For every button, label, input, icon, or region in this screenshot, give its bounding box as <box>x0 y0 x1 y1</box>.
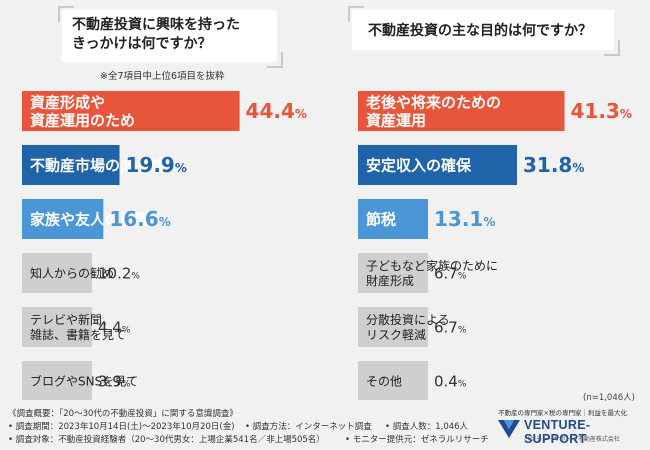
bar-1-0 <box>358 91 565 131</box>
logo-name: VENTURE-SUPPORT <box>524 418 591 446</box>
survey-period: • 調査期間：2023年10月14日(土)～2023年10月20日(金) <box>8 422 235 432</box>
bar-charts: 資産形成や資産運用のため 44.4%不動産市場の成長性19.9%家族や友人の影響1… <box>22 91 632 400</box>
left-question-corner-tl <box>58 6 74 22</box>
survey-provider: • モニター提供元：ゼネラルリサーチ <box>345 435 489 445</box>
right-question-box <box>352 10 614 50</box>
left-question-box <box>62 10 277 62</box>
category-label-0-5: ブログやSNSを見て <box>30 373 138 388</box>
right-question-corner-tl <box>348 6 364 22</box>
bar-1-5 <box>358 361 428 400</box>
value-label-0-4: 4.4% <box>98 318 131 336</box>
value-label-1-3: 6.7% <box>434 264 467 282</box>
logo-subtitle: ベンチャーサポート不動産株式会社 <box>524 436 620 443</box>
survey-count: • 調査人数：1,046人 <box>385 422 469 432</box>
survey-method: • 調査方法：インターネット調査 <box>245 422 372 432</box>
bar-1-2 <box>358 199 428 239</box>
category-label-1-1: 安定収入の確保 <box>366 156 472 174</box>
bar-1-4 <box>358 307 428 347</box>
bar-1-1 <box>358 145 517 185</box>
bar-1-3 <box>358 253 428 293</box>
sample-size: (n=1,046人) <box>583 393 635 403</box>
bar-0-3 <box>22 253 92 293</box>
value-label-1-4: 6.7% <box>434 318 467 336</box>
bar-0-4 <box>22 307 92 347</box>
venture-support-logo-icon <box>498 420 520 438</box>
survey-target: • 調査対象：不動産投資経験者（20～30代男女：上場企業541名／非上場505… <box>8 435 325 445</box>
category-label-1-2: 節税 <box>366 210 396 228</box>
category-label-1-3: 子どもなど家族のために財産形成 <box>366 258 498 288</box>
value-label-1-1: 31.8% <box>523 153 584 177</box>
bar-0-0 <box>22 91 240 131</box>
right-question-title: 不動産投資の主な目的は何ですか？ <box>368 23 592 39</box>
value-label-0-3: 10.2% <box>98 264 140 282</box>
bar-0-5 <box>22 361 92 400</box>
right-question-corner-br <box>604 40 620 56</box>
category-label-0-3: 知人からの勧め <box>30 266 114 280</box>
left-question-corner-br <box>267 52 283 68</box>
bar-0-1 <box>22 145 120 185</box>
value-label-1-2: 13.1% <box>434 207 495 231</box>
left-chart-note: ※全7項目中上位6項目を抜粋 <box>100 71 225 82</box>
value-label-0-1: 19.9% <box>126 153 187 177</box>
value-label-0-2: 16.6% <box>109 207 170 231</box>
value-label-1-0: 41.3% <box>571 99 632 123</box>
value-label-0-5: 3.9% <box>98 372 131 390</box>
category-label-0-2: 家族や友人の影響 <box>30 210 150 228</box>
value-label-1-5: 0.4% <box>434 372 467 390</box>
left-question-title: 不動産投資に興味を持った きっかけは何ですか？ <box>72 17 240 52</box>
survey-overview-title: 《調査概要：「20～30代の不動産投資」に関する意識調査》 <box>8 409 238 419</box>
category-label-1-0: 老後や将来のための資産運用 <box>365 93 501 129</box>
logo-tagline: 不動産の専門家×税の専門家｜利益を最大化 <box>498 409 627 417</box>
category-label-0-0: 資産形成や資産運用のため <box>30 93 135 129</box>
category-label-1-4: 分散投資によるリスク軽減 <box>366 312 450 342</box>
category-label-0-4: テレビや新聞、雑誌、書籍を見て <box>30 312 126 342</box>
bar-0-2 <box>22 199 104 239</box>
category-label-1-5: その他 <box>366 374 402 388</box>
value-label-0-0: 44.4% <box>246 99 307 123</box>
category-label-0-1: 不動産市場の成長性 <box>30 156 165 174</box>
